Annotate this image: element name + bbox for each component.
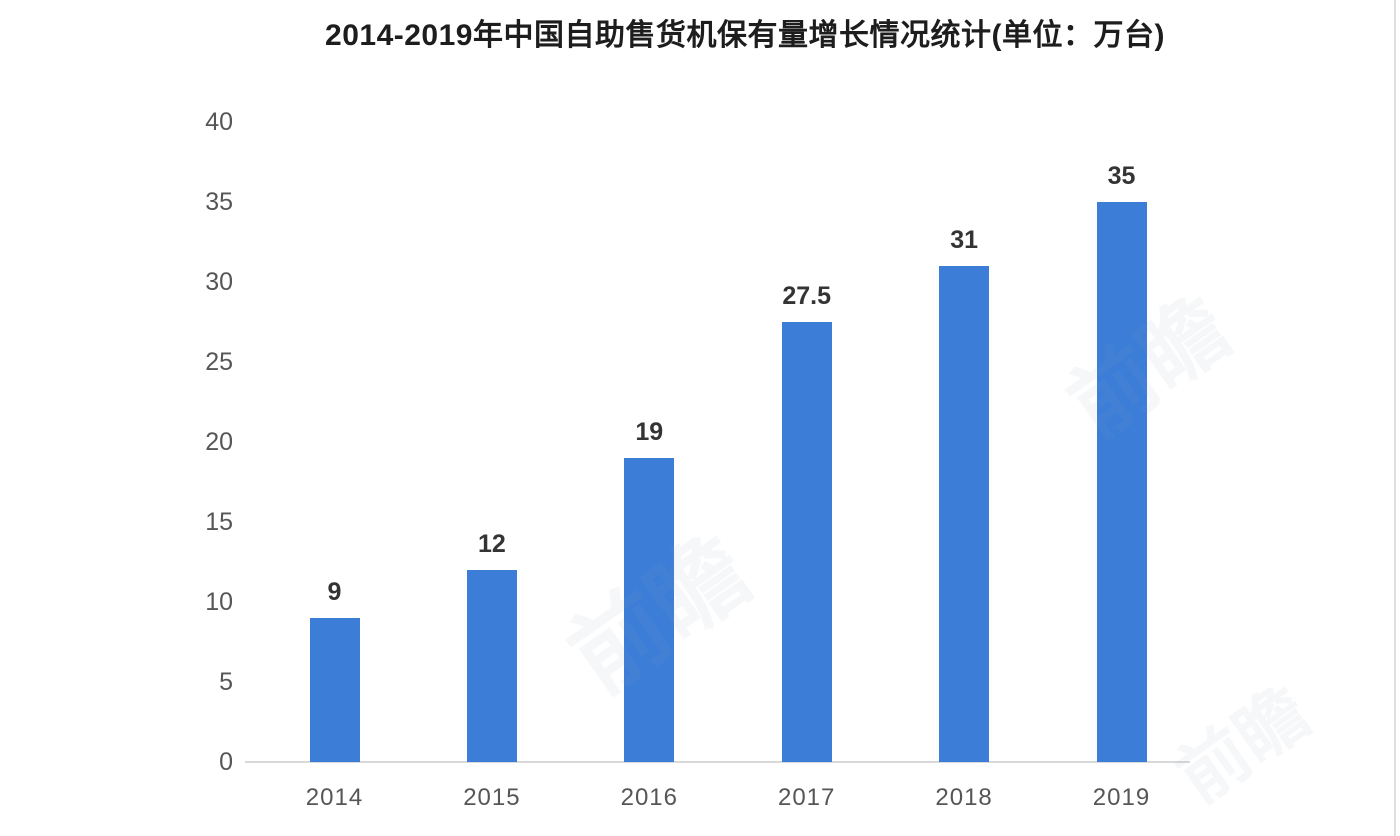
bar-2015 [466, 570, 517, 762]
x-tick-label: 2014 [305, 784, 364, 811]
bar-2017 [781, 322, 832, 762]
bar-value-label: 9 [327, 578, 342, 606]
x-tick-label: 2016 [620, 784, 678, 811]
x-axis-line [245, 761, 1190, 763]
bar-value-label: 31 [950, 226, 978, 254]
bar-2019 [1096, 202, 1147, 762]
chart-title: 2014-2019年中国自助售货机保有量增长情况统计(单位：万台) [325, 19, 1165, 52]
y-tick-label: 20 [205, 428, 233, 456]
screenshot-edge-artifact [1394, 0, 1396, 836]
y-tick-label: 25 [205, 348, 233, 376]
x-tick-label: 2015 [463, 784, 521, 811]
bar-2018 [939, 266, 990, 762]
bar-value-label: 12 [477, 530, 506, 558]
bar-2016 [624, 458, 675, 762]
y-tick-label: 35 [205, 188, 233, 216]
x-tick-label: 2019 [1092, 784, 1151, 811]
x-tick-label: 2018 [935, 784, 993, 811]
y-tick-label: 30 [205, 268, 233, 296]
y-tick-label: 10 [205, 588, 233, 616]
bar-value-label: 19 [635, 418, 664, 446]
bar-value-label: 35 [1107, 162, 1136, 190]
bar-2014 [309, 618, 360, 762]
x-tick-label: 2017 [777, 784, 836, 811]
bar-value-label: 27.5 [782, 282, 832, 310]
y-tick-label: 5 [219, 668, 233, 696]
y-tick-label: 40 [205, 108, 233, 136]
y-tick-label: 15 [205, 508, 233, 536]
y-tick-label: 0 [219, 748, 233, 776]
